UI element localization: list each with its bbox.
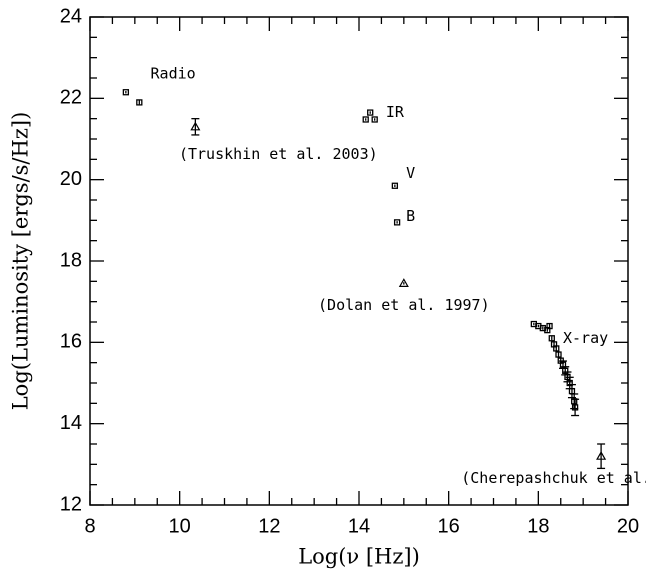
annotation: Radio <box>151 64 196 82</box>
y-tick-label: 24 <box>60 5 82 27</box>
data-point <box>391 182 399 189</box>
data-point <box>362 116 369 123</box>
x-axis-label: Log(ν [Hz]) <box>298 545 420 569</box>
data-point <box>571 404 579 411</box>
annotation: (Dolan et al. 1997) <box>318 296 490 314</box>
data-point <box>371 116 378 123</box>
data-point <box>136 99 143 106</box>
data-point <box>566 379 573 387</box>
data-point <box>548 335 555 342</box>
y-tick-label: 20 <box>60 168 82 190</box>
annotation: X-ray <box>563 329 608 347</box>
annotation: B <box>406 207 415 225</box>
x-tick-label: 20 <box>617 515 639 537</box>
y-axis-label: Log(Luminosity [ergs/s/Hz]) <box>9 112 33 411</box>
y-tick-label: 14 <box>60 412 82 434</box>
annotation: (Cherepashchuk et al. 2003) <box>461 469 646 487</box>
y-tick-label: 12 <box>60 493 82 515</box>
data-point <box>122 89 130 96</box>
annotation: IR <box>386 103 405 121</box>
y-tick-label: 22 <box>60 87 82 109</box>
x-tick-label: 14 <box>348 515 370 537</box>
x-tick-label: 18 <box>527 515 549 537</box>
y-tick-label: 18 <box>60 249 82 271</box>
data-point <box>190 121 201 131</box>
data-point <box>546 322 553 330</box>
x-tick-label: 12 <box>258 515 280 537</box>
x-tick-label: 16 <box>438 515 460 537</box>
data-point <box>393 219 401 226</box>
plot-frame <box>89 16 629 506</box>
data-point <box>562 367 569 374</box>
x-tick-label: 8 <box>84 515 95 537</box>
data-point <box>596 450 607 460</box>
data-point <box>553 345 560 352</box>
annotation: V <box>406 164 415 182</box>
x-tick-label: 10 <box>169 515 191 537</box>
data-point <box>555 351 562 358</box>
annotation: (Truskhin et al. 2003) <box>179 145 378 163</box>
y-tick-label: 16 <box>60 331 82 353</box>
data-point <box>367 109 374 116</box>
data-point <box>398 278 409 287</box>
